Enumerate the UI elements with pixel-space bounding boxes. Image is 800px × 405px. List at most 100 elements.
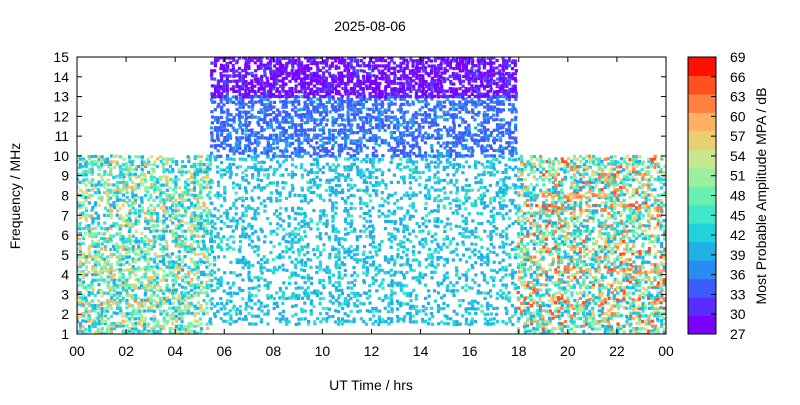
- mpa-cell: [174, 288, 179, 292]
- mpa-cell: [374, 116, 378, 120]
- mpa-cell: [208, 285, 212, 289]
- mpa-cell: [144, 164, 148, 169]
- mpa-cell: [465, 260, 469, 264]
- mpa-cell: [467, 130, 471, 135]
- mpa-cell: [134, 240, 138, 244]
- mpa-cell: [496, 107, 500, 111]
- mpa-cell: [340, 123, 344, 127]
- mpa-cell: [214, 126, 218, 130]
- mpa-cell: [149, 214, 153, 218]
- mpa-cell: [365, 121, 369, 125]
- mpa-cell: [275, 167, 279, 172]
- mpa-cell: [244, 258, 248, 262]
- mpa-cell: [505, 235, 509, 239]
- mpa-cell: [168, 271, 172, 275]
- mpa-cell: [284, 239, 288, 244]
- mpa-cell: [352, 320, 356, 324]
- mpa-cell: [424, 214, 429, 218]
- mpa-cell: [458, 103, 462, 107]
- mpa-cell: [110, 296, 114, 300]
- mpa-cell: [359, 141, 363, 145]
- mpa-cell: [193, 260, 197, 264]
- mpa-cell: [359, 95, 363, 99]
- mpa-cell: [281, 301, 285, 305]
- mpa-cell: [386, 196, 390, 200]
- mpa-cell: [439, 256, 443, 260]
- mpa-cell: [300, 219, 304, 224]
- mpa-cell: [350, 186, 354, 190]
- mpa-cell: [349, 250, 353, 254]
- mpa-cell: [241, 171, 245, 175]
- mpa-cell: [337, 250, 341, 254]
- mpa-cell: [134, 222, 138, 226]
- mpa-cell: [489, 322, 493, 326]
- mpa-cell: [353, 229, 357, 233]
- mpa-cell: [209, 239, 213, 243]
- mpa-cell: [184, 249, 188, 253]
- mpa-cell: [371, 160, 375, 164]
- mpa-cell: [134, 216, 138, 220]
- mpa-cell: [97, 155, 101, 159]
- mpa-cell: [237, 317, 241, 321]
- mpa-cell: [272, 138, 276, 142]
- mpa-cell: [331, 219, 335, 223]
- mpa-cell: [193, 168, 197, 172]
- mpa-cell: [278, 126, 283, 130]
- mpa-cell: [178, 186, 182, 190]
- heatmap-cells: [77, 57, 666, 334]
- mpa-cell: [390, 281, 394, 285]
- mpa-cell: [99, 236, 104, 241]
- mpa-cell: [121, 281, 125, 285]
- mpa-cell: [470, 154, 474, 158]
- mpa-cell: [137, 306, 141, 310]
- mpa-cell: [91, 244, 95, 248]
- mpa-cell: [483, 317, 487, 321]
- mpa-cell: [514, 206, 518, 210]
- mpa-cell: [495, 95, 499, 99]
- mpa-cell: [276, 304, 280, 308]
- mpa-cell: [343, 168, 347, 172]
- mpa-cell: [389, 317, 393, 321]
- mpa-cell: [134, 247, 138, 251]
- mpa-cell: [334, 201, 338, 205]
- mpa-cell: [158, 329, 162, 334]
- mpa-cell: [293, 100, 297, 104]
- mpa-cell: [222, 289, 226, 293]
- mpa-cell: [174, 198, 178, 202]
- mpa-cell: [244, 301, 248, 305]
- mpa-cell: [343, 299, 347, 303]
- mpa-cell: [152, 242, 156, 246]
- mpa-cell: [378, 243, 382, 247]
- mpa-cell: [130, 267, 134, 271]
- mpa-cell: [196, 241, 200, 246]
- mpa-cell: [208, 209, 212, 213]
- mpa-cell: [514, 306, 518, 310]
- mpa-cell: [149, 299, 153, 303]
- mpa-cell: [247, 110, 251, 114]
- mpa-cell: [377, 110, 381, 114]
- mpa-cell: [287, 222, 291, 226]
- mpa-cell: [322, 136, 326, 140]
- mpa-cell: [238, 234, 243, 239]
- mpa-cell: [371, 138, 375, 142]
- mpa-cell: [186, 306, 191, 310]
- mpa-cell: [106, 268, 110, 272]
- mpa-cell: [127, 213, 132, 218]
- mpa-cell: [232, 204, 236, 208]
- mpa-cell: [415, 160, 419, 164]
- mpa-cell: [216, 105, 220, 109]
- mpa-cell: [377, 97, 381, 101]
- mpa-cell: [241, 230, 245, 234]
- mpa-cell: [445, 260, 449, 264]
- mpa-cell: [169, 177, 173, 182]
- mpa-cell: [105, 309, 109, 313]
- mpa-cell: [328, 294, 332, 298]
- mpa-cell: [365, 204, 369, 208]
- mpa-cell: [504, 242, 508, 246]
- mpa-cell: [319, 138, 323, 142]
- mpa-cell: [121, 180, 125, 184]
- mpa-cell: [110, 275, 114, 279]
- mpa-cell: [263, 118, 267, 122]
- mpa-cell: [291, 314, 295, 318]
- mpa-cell: [341, 306, 345, 311]
